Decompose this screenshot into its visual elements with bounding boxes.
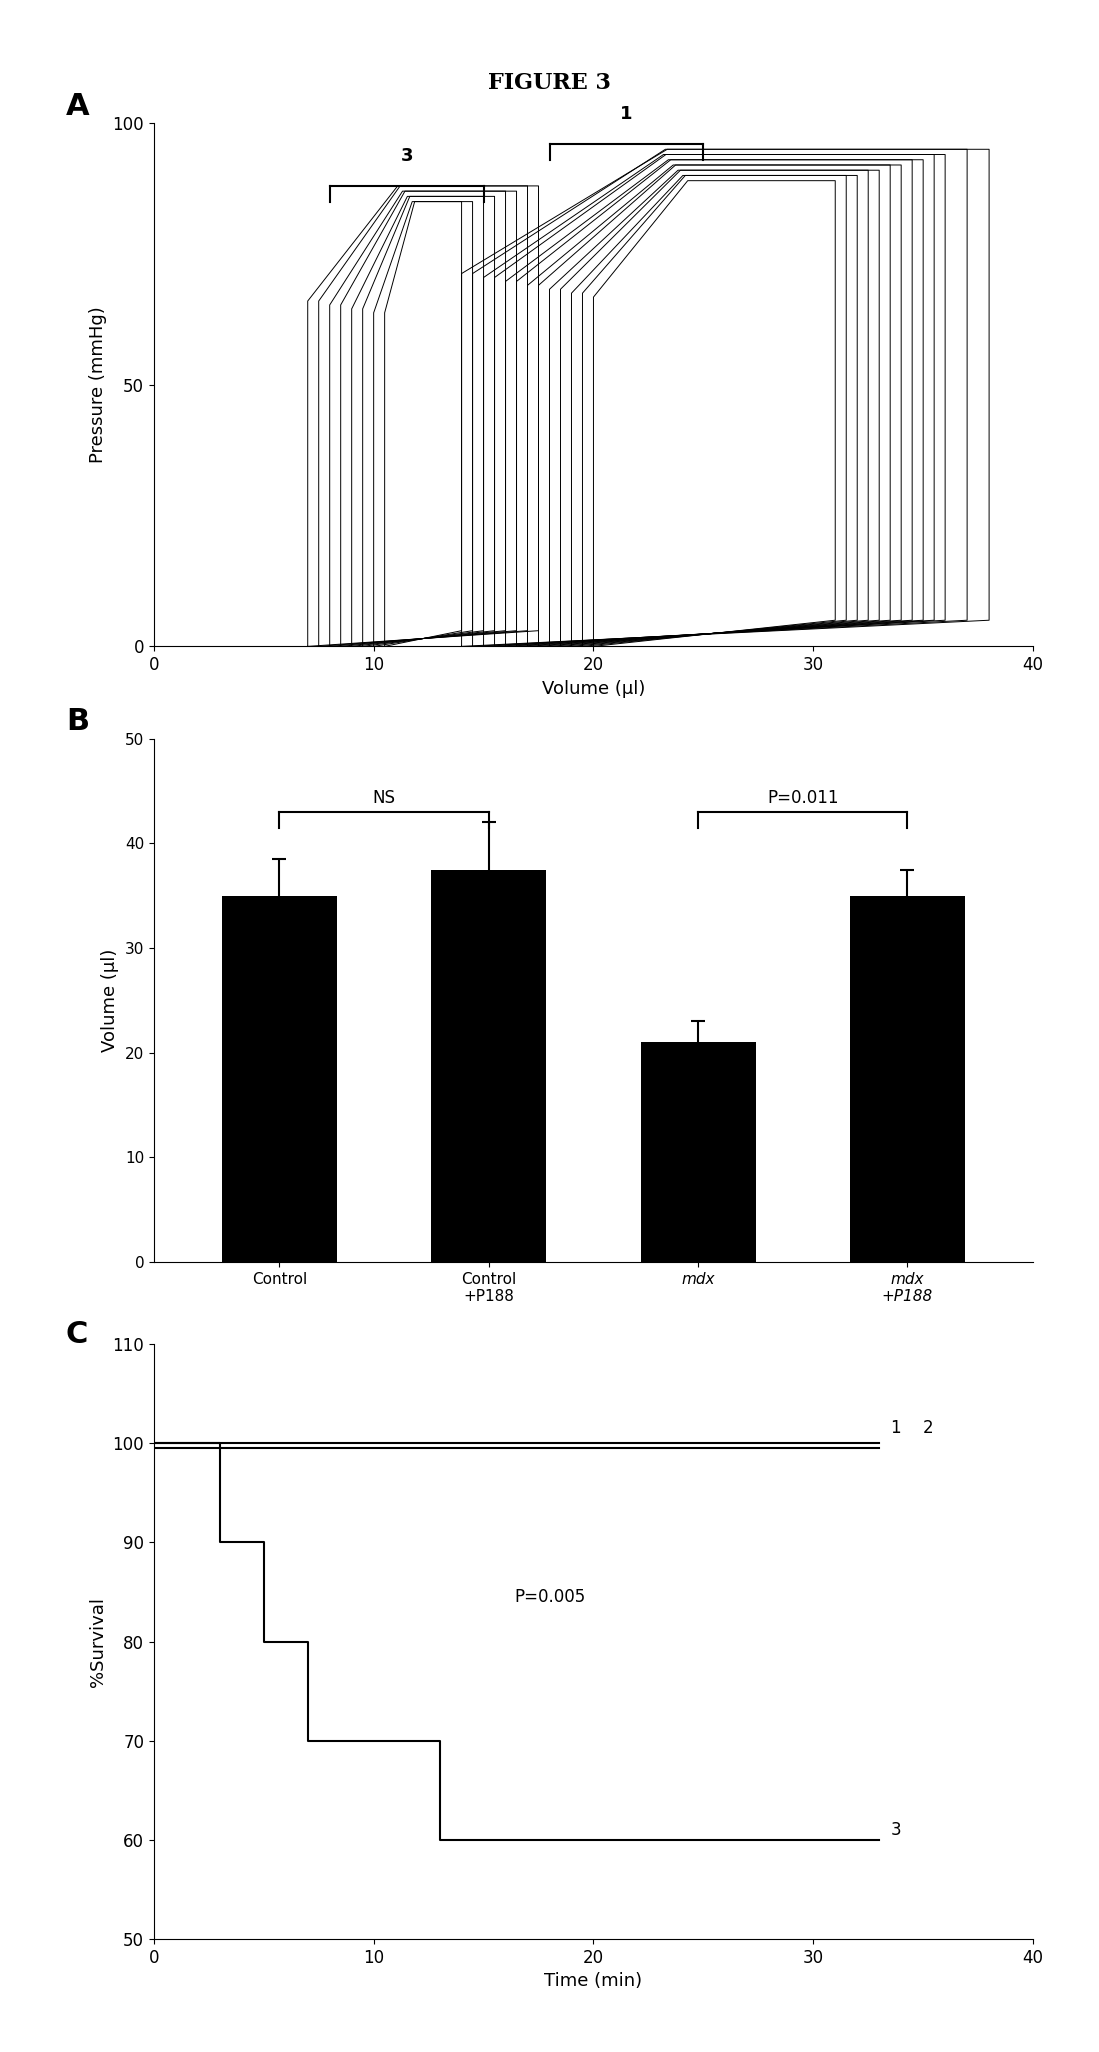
Bar — [431, 870, 546, 1262]
Text: 3: 3 — [400, 148, 413, 164]
Text: P=0.005: P=0.005 — [514, 1588, 585, 1607]
Y-axis label: Volume (μl): Volume (μl) — [101, 948, 119, 1053]
Text: NS: NS — [373, 788, 396, 806]
Text: 3: 3 — [890, 1820, 901, 1839]
Text: 2: 2 — [923, 1420, 934, 1436]
Bar — [222, 897, 337, 1262]
Text: A: A — [66, 92, 89, 121]
Y-axis label: %Survival: %Survival — [89, 1596, 107, 1687]
Text: FIGURE 3: FIGURE 3 — [488, 72, 611, 94]
Text: P=0.011: P=0.011 — [767, 788, 839, 806]
Text: 1: 1 — [620, 105, 633, 123]
Bar — [850, 897, 965, 1262]
Text: B: B — [66, 708, 89, 737]
Bar — [641, 1042, 756, 1262]
Text: 1: 1 — [890, 1420, 901, 1436]
X-axis label: Volume (μl): Volume (μl) — [542, 679, 645, 698]
Text: C: C — [66, 1319, 88, 1350]
X-axis label: Time (min): Time (min) — [544, 1972, 643, 1990]
Y-axis label: Pressure (mmHg): Pressure (mmHg) — [89, 306, 107, 464]
